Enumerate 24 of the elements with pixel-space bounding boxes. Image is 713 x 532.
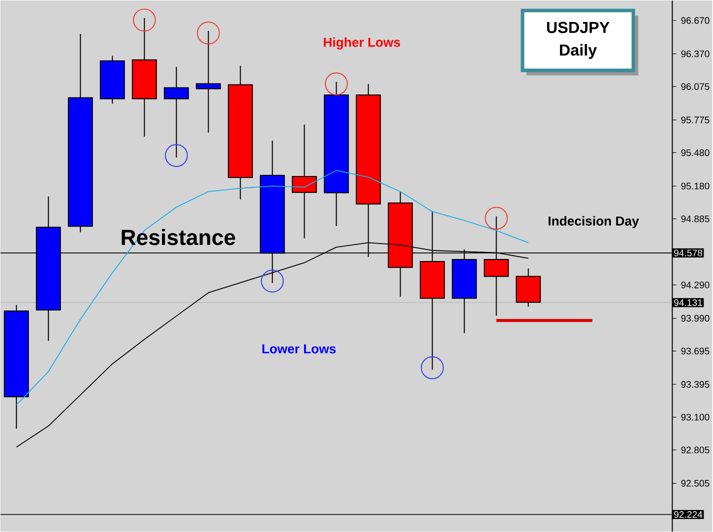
annotation: Higher Lows [324, 37, 400, 50]
ref-line-label: 94.131 [674, 299, 702, 306]
text: Daily [560, 44, 597, 59]
y-tick-label: 94.885 [681, 215, 710, 222]
text: USDJPY [547, 22, 610, 34]
ref-line-label: 92.224 [674, 511, 702, 518]
y-tick-label: 93.395 [681, 380, 710, 388]
y-tick-label: 95.775 [681, 116, 710, 124]
y-tick-label: 95.480 [681, 149, 710, 156]
y-tick-label: 96.670 [681, 17, 710, 24]
y-tick-label: 95.180 [681, 182, 710, 190]
y-tick-label: 92.805 [681, 446, 710, 454]
y-tick-label: 93.695 [681, 348, 710, 354]
annotation: Lower Lows [262, 344, 336, 354]
annotation: Indecision Day [548, 216, 639, 228]
candlestick [292, 124, 317, 239]
ref-line-label: 94.578 [674, 250, 702, 256]
y-tick-label: 93.100 [681, 414, 710, 420]
y-tick-label: 96.370 [681, 50, 710, 58]
line-series [16, 170, 529, 406]
y-tick-label: 93.990 [681, 314, 710, 322]
y-tick-label: 94.290 [681, 282, 710, 288]
y-tick-label: 96.075 [681, 83, 710, 90]
y-tick-label: 92.505 [681, 480, 710, 487]
